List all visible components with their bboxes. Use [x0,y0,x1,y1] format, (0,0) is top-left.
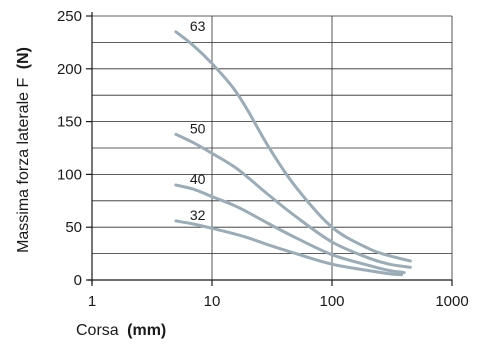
series-label-40: 40 [190,171,206,187]
series-label-50: 50 [190,120,206,136]
x-axis-label-text: Corsa [76,322,119,339]
x-tick-label: 10 [204,293,221,310]
grid [92,15,453,280]
y-axis-label-text: Massima forza laterale F [15,78,32,253]
series-label-63: 63 [190,18,206,34]
y-tick-label: 150 [57,114,82,131]
axes [86,12,453,286]
y-axis-label-unit: (N) [15,47,32,69]
y-tick-label: 50 [65,219,82,236]
x-axis-label: Corsa (mm) [76,322,166,339]
series-line-63 [174,30,412,263]
series-lines [174,30,412,277]
x-tick-label: 1000 [435,293,468,310]
series-line-32 [174,219,404,277]
x-tick-label: 100 [319,293,344,310]
series-line-50 [174,132,412,269]
series-label-32: 32 [190,207,206,223]
series-line-40 [174,183,406,275]
tick-labels: 0 50 100 150 200 250 1 10 100 1000 [57,8,469,310]
y-tick-label: 200 [57,61,82,78]
x-axis-label-unit: (mm) [127,322,166,339]
x-tick-label: 1 [88,293,96,310]
y-tick-label: 0 [74,272,82,289]
y-axis-label: Massima forza laterale F (N) [15,47,32,253]
series-labels: 63 50 40 32 [190,18,206,223]
y-tick-label: 250 [57,8,82,25]
y-tick-label: 100 [57,166,82,183]
